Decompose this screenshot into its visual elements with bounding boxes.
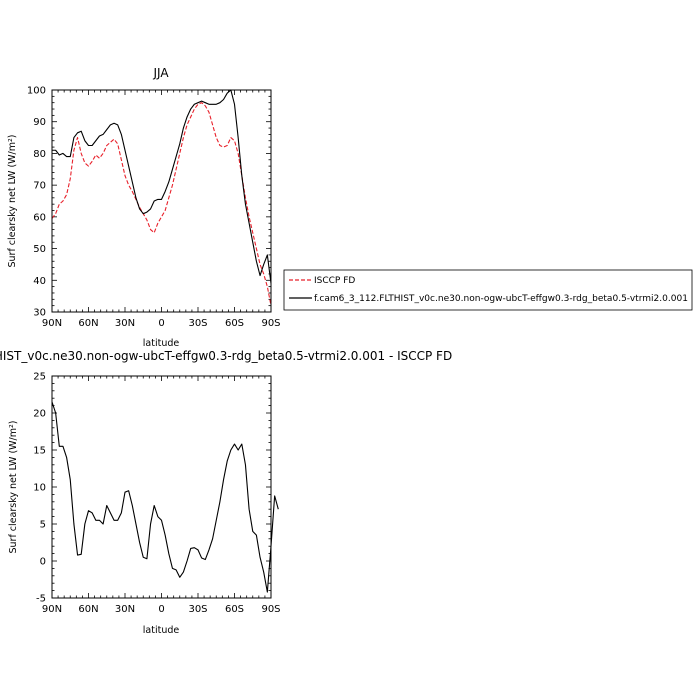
x-tick-label: 0 [158,604,164,615]
x-tick-label: 0 [158,318,164,329]
legend-box [283,269,693,311]
obs-series-line [51,102,272,306]
x-tick-label: 30S [188,318,207,329]
panel-top: JJA 90N 60N 30N 0 30S 60S 90S 30 40 50 60 70 80 90 100… [7,66,281,349]
x-tick-label: 30S [188,604,207,615]
y-tick-label: -5 [36,594,46,605]
y-tick-label: 30 [33,308,46,319]
y-tick-label: 5 [40,520,46,531]
y-tick-label: 80 [33,149,46,160]
panel-bottom-xlabel: latitude [143,625,180,636]
panel-top-xlabel: latitude [143,338,180,349]
x-tick-label: 90N [42,318,62,329]
panel-bottom: f.cam6_3_112.FLTHIST_v0c.ne30.non-ogw-ub… [0,349,452,636]
x-tick-label: 60S [225,318,244,329]
panel-bottom-tick-labels: 90N 60N 30N 0 30S 60S 90S -5 0 5 10 15 20 25 [33,372,280,616]
legend-label-obs: ISCCP FD [314,276,355,286]
panel-top-frame [51,89,272,313]
x-tick-label: 60N [78,318,98,329]
y-tick-label: 20 [33,409,46,420]
panel-top-title: JJA [152,66,169,80]
y-tick-label: 15 [33,446,46,457]
panel-top-ylabel: Surf clearsky net LW (W/m²) [7,134,18,267]
panel-top-ticks [51,89,272,313]
x-tick-label: 90N [42,604,62,615]
x-tick-label: 30N [115,318,135,329]
y-tick-label: 100 [27,86,46,97]
x-tick-label: 30N [115,604,135,615]
x-tick-label: 90S [261,604,280,615]
legend: ISCCP FD f.cam6_3_112.FLTHIST_v0c.ne30.n… [283,269,693,311]
panel-top-tick-labels: 90N 60N 30N 0 30S 60S 90S 30 40 50 60 70 80 90 100 [27,86,281,330]
model-series-line [52,89,272,284]
panel-bottom-frame [51,375,272,599]
panel-bottom-ylabel: Surf clearsky net LW (W/m²) [8,420,19,553]
y-tick-label: 40 [33,276,46,287]
y-tick-label: 60 [33,212,46,223]
panel-bottom-ticks [51,375,272,599]
y-tick-label: 70 [33,181,46,192]
y-tick-label: 10 [33,483,46,494]
model-series-line [51,401,279,593]
panel-bottom-title: f.cam6_3_112.FLTHIST_v0c.ne30.non-ogw-ub… [0,349,452,363]
panel-top-series [51,89,272,306]
panel-bottom-series [51,401,279,593]
x-tick-label: 60N [78,604,98,615]
y-tick-label: 0 [40,557,46,568]
y-tick-label: 90 [33,117,46,128]
x-tick-label: 60S [225,604,244,615]
y-tick-label: 25 [33,372,46,383]
legend-label-model: f.cam6_3_112.FLTHIST_v0c.ne30.non-ogw-ub… [314,294,688,304]
x-tick-label: 90S [261,318,280,329]
y-tick-label: 50 [33,244,46,255]
